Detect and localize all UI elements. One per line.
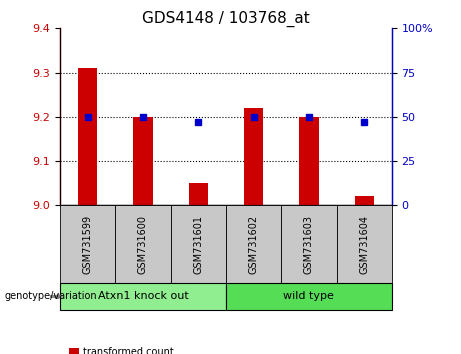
Bar [299,117,319,205]
Text: GSM731601: GSM731601 [193,215,203,274]
Bar [78,68,97,205]
Text: GSM731600: GSM731600 [138,215,148,274]
Title: GDS4148 / 103768_at: GDS4148 / 103768_at [142,11,310,27]
Bar [133,117,153,205]
Text: GSM731602: GSM731602 [248,215,259,274]
Text: GSM731603: GSM731603 [304,215,314,274]
Text: Atxn1 knock out: Atxn1 knock out [98,291,188,302]
Text: genotype/variation: genotype/variation [5,291,97,302]
Bar [189,183,208,205]
Text: GSM731599: GSM731599 [83,215,93,274]
Text: wild type: wild type [284,291,334,302]
Bar [355,196,374,205]
Bar [244,108,263,205]
Text: transformed count: transformed count [83,347,174,354]
Text: GSM731604: GSM731604 [359,215,369,274]
